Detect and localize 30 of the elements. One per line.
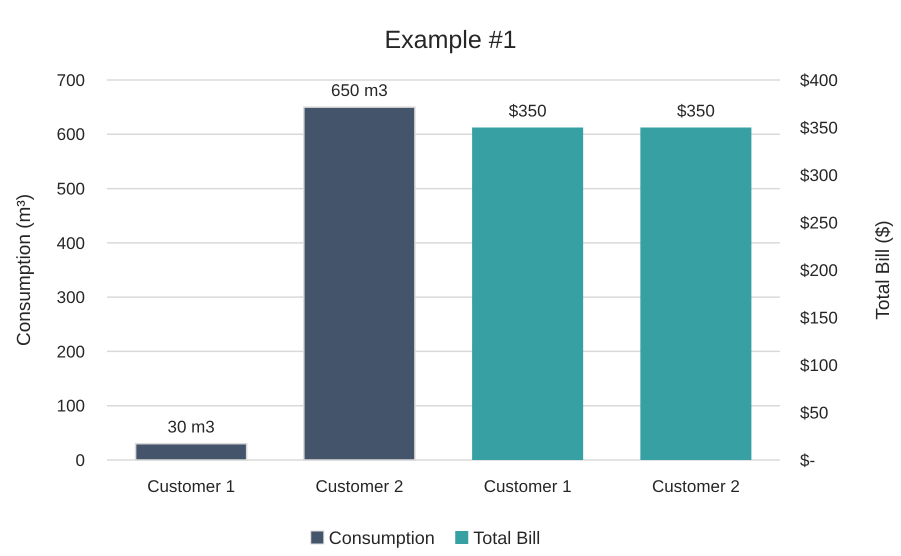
y-tick-label: 400: [56, 234, 85, 253]
data-label: $350: [676, 102, 715, 120]
data-label: $350: [508, 102, 547, 120]
x-tick-label: Customer 1: [484, 477, 572, 496]
y2-axis-title: Total Bill ($): [873, 220, 894, 320]
y2-tick-label: $50: [800, 403, 828, 422]
y2-tick-label: $300: [800, 166, 838, 185]
y-tick-label: 600: [56, 125, 85, 144]
y-tick-label: 700: [56, 70, 85, 90]
y2-tick-label: $250: [800, 213, 838, 232]
data-label: 30 m3: [168, 418, 215, 437]
y-tick-label: 500: [56, 180, 85, 199]
y-axis-title: Consumption (m³): [14, 194, 35, 346]
y-tick-label: 100: [56, 396, 85, 416]
legend-label: Consumption: [328, 528, 435, 548]
x-tick-label: Customer 2: [652, 477, 740, 496]
y2-tick-label: $200: [800, 260, 838, 280]
x-tick-label: Customer 1: [147, 477, 236, 496]
x-tick-label: Customer 2: [315, 477, 404, 496]
y-tick-label: 300: [56, 288, 85, 308]
y-tick-label: 200: [56, 342, 85, 362]
y2-tick-label: $-: [800, 450, 816, 470]
chart-title: Example #1: [384, 26, 517, 54]
y2-tick-label: $400: [800, 70, 838, 90]
y2-tick-label: $350: [800, 118, 838, 138]
y2-tick-label: $150: [800, 308, 838, 328]
data-label: 650 m3: [331, 81, 388, 100]
y2-tick-label: $100: [800, 356, 838, 375]
legend-label: Total Bill: [473, 528, 540, 548]
y-tick-label: 0: [76, 450, 85, 470]
